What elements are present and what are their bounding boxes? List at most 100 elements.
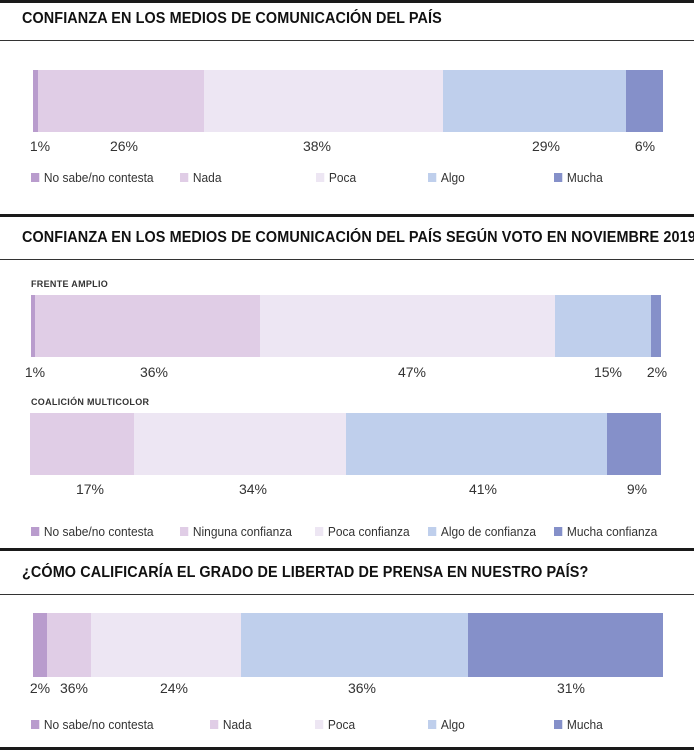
stacked-bar-chart-coalicion: 17% 34% 41% 9%: [30, 413, 661, 497]
legend-label: No sabe/no contesta: [43, 170, 154, 185]
legend-label: Algo: [440, 170, 465, 185]
legend-swatch: [554, 173, 563, 182]
legend-label: Nada: [222, 717, 252, 732]
legend-label: Poca confianza: [327, 524, 410, 539]
legend-swatch: [554, 527, 563, 536]
bar-segment-1: [33, 613, 47, 677]
legend-item-2: Nada: [210, 717, 251, 732]
legend-swatch: [316, 173, 325, 182]
legend-swatch: [554, 720, 563, 729]
bar-segment-3: [91, 613, 241, 677]
legend-swatch: [180, 173, 189, 182]
legend-label: Algo de confianza: [440, 524, 536, 539]
bottom-rule: [0, 747, 694, 750]
bar-segment-3: [346, 413, 607, 475]
legend-swatch: [180, 527, 189, 536]
value-label-2: 36%: [60, 680, 88, 696]
legend-swatch: [210, 720, 219, 729]
top-rule: [0, 0, 694, 3]
section-title-1: CONFIANZA EN LOS MEDIOS DE COMUNICACIÓN …: [22, 10, 442, 27]
legend-item-4: Algo: [428, 717, 465, 732]
legend-item-1: No sabe/no contesta: [31, 170, 154, 185]
sublabel-frente-amplio: FRENTE AMPLIO: [31, 279, 109, 289]
bar-segment-1: [31, 295, 35, 357]
legend-item-5: Mucha confianza: [554, 524, 657, 539]
legend-item-5: Mucha: [554, 717, 603, 732]
value-label-4: 15%: [594, 364, 622, 380]
value-label-3: 41%: [469, 481, 497, 497]
section-title-3: ¿CÓMO CALIFICARÍA EL GRADO DE LIBERTAD D…: [22, 564, 589, 581]
legend-item-3: Poca: [316, 170, 356, 185]
section-title-2: CONFIANZA EN LOS MEDIOS DE COMUNICACIÓN …: [22, 229, 694, 246]
bar-segment-4: [555, 295, 651, 357]
legend-swatch: [315, 527, 324, 536]
value-label-1: 2%: [30, 680, 50, 696]
legend-swatch: [315, 720, 324, 729]
bar-segment-2: [38, 70, 204, 132]
value-label-2: 26%: [110, 138, 138, 154]
value-label-4: 9%: [627, 481, 647, 497]
legend-label: No sabe/no contesta: [43, 524, 154, 539]
value-label-4: 29%: [532, 138, 560, 154]
bar-segment-2: [47, 613, 91, 677]
stacked-bar-chart-libertad-prensa: 2% 36% 24% 36% 31%: [30, 613, 663, 696]
section-rule-3: [0, 548, 694, 551]
legend-item-2: Ninguna confianza: [180, 524, 292, 539]
stacked-bar-chart-frente-amplio: 1% 36% 47% 15% 2%: [25, 295, 667, 380]
legend-item-1: No sabe/no contesta: [31, 717, 154, 732]
value-label-4: 36%: [348, 680, 376, 696]
bar-segment-5: [626, 70, 663, 132]
legend-confianza: No sabe/no contesta Nada Poca Algo Mucha: [0, 170, 694, 186]
value-label-2: 34%: [239, 481, 267, 497]
legend-swatch: [428, 173, 437, 182]
title-divider-2: [0, 259, 694, 260]
sublabel-coalicion-multicolor: COALICIÓN MULTICOLOR: [31, 397, 150, 407]
legend-swatch: [428, 527, 437, 536]
legend-label: Mucha: [566, 717, 603, 732]
section-rule-2: [0, 214, 694, 217]
legend-item-3: Poca confianza: [315, 524, 410, 539]
bar-segment-4: [241, 613, 468, 677]
bar-segment-4: [607, 413, 661, 475]
value-label-1: 1%: [25, 364, 45, 380]
legend-item-4: Algo: [428, 170, 465, 185]
value-label-3: 38%: [303, 138, 331, 154]
bar-segment-3: [260, 295, 555, 357]
bar-segment-3: [204, 70, 443, 132]
legend-swatch: [31, 173, 40, 182]
legend-swatch: [428, 720, 437, 729]
value-label-1: 17%: [76, 481, 104, 497]
title-divider-3: [0, 594, 694, 595]
bar-segment-1: [30, 413, 134, 475]
value-label-2: 36%: [140, 364, 168, 380]
legend-voto: No sabe/no contesta Ninguna confianza Poca…: [0, 524, 694, 540]
value-label-5: 6%: [635, 138, 655, 154]
legend-label: No sabe/no contesta: [43, 717, 154, 732]
value-label-3: 47%: [398, 364, 426, 380]
legend-item-2: Nada: [180, 170, 221, 185]
legend-label: Poca: [327, 717, 356, 732]
legend-item-1: No sabe/no contesta: [31, 524, 154, 539]
legend-item-3: Poca: [315, 717, 355, 732]
stacked-bar-chart-confianza: 1% 26% 38% 29% 6%: [30, 70, 663, 154]
legend-swatch: [31, 527, 40, 536]
legend-libertad-prensa: No sabe/no contesta Nada Poca Algo Mucha: [0, 717, 694, 733]
value-label-3: 24%: [160, 680, 188, 696]
value-label-1: 1%: [30, 138, 50, 154]
bar-segment-1: [33, 70, 38, 132]
legend-label: Ninguna confianza: [192, 524, 292, 539]
bar-segment-2: [35, 295, 260, 357]
legend-label: Nada: [192, 170, 222, 185]
legend-item-4: Algo de confianza: [428, 524, 536, 539]
legend-label: Mucha: [566, 170, 603, 185]
legend-swatch: [31, 720, 40, 729]
bar-segment-4: [443, 70, 626, 132]
bar-segment-5: [468, 613, 663, 677]
value-label-5: 31%: [557, 680, 585, 696]
legend-label: Poca: [328, 170, 357, 185]
bar-segment-2: [134, 413, 346, 475]
legend-label: Mucha confianza: [566, 524, 658, 539]
legend-item-5: Mucha: [554, 170, 603, 185]
legend-label: Algo: [440, 717, 465, 732]
title-divider-1: [0, 40, 694, 41]
